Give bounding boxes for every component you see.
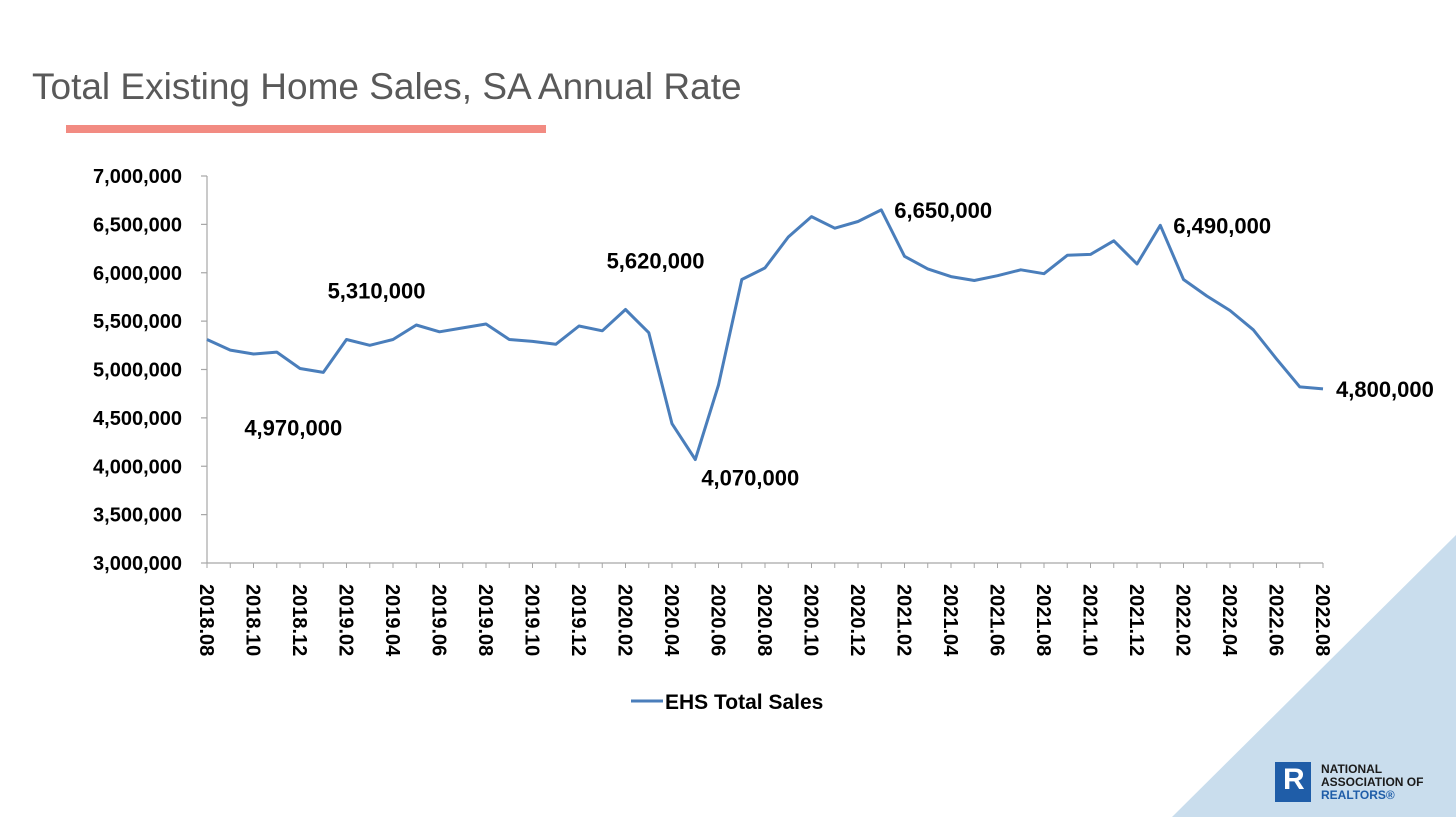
- x-tick-label: 2018.08: [195, 584, 217, 656]
- y-tick-label: 7,000,000: [93, 166, 182, 188]
- y-tick-label: 3,500,000: [93, 505, 182, 527]
- data-label: 4,070,000: [701, 465, 799, 490]
- nar-logo-letter: R: [1283, 763, 1305, 796]
- x-tick-label: 2022.08: [1311, 584, 1333, 656]
- y-tick-label: 5,500,000: [93, 311, 182, 333]
- nar-logo: R NATIONAL ASSOCIATION OF REALTORS®: [1275, 762, 1423, 802]
- y-tick-label: 4,000,000: [93, 456, 182, 478]
- data-label: 5,620,000: [607, 249, 705, 274]
- x-tick-label: 2021.08: [1032, 584, 1054, 656]
- x-tick-label: 2021.02: [893, 584, 915, 656]
- y-tick-label: 5,000,000: [93, 360, 182, 382]
- nar-logo-mark: R: [1275, 762, 1311, 802]
- x-tick-label: 2020.08: [753, 584, 775, 656]
- x-tick-label: 2019.08: [474, 584, 496, 656]
- y-tick-label: 6,000,000: [93, 263, 182, 285]
- x-tick-label: 2020.02: [614, 584, 636, 656]
- x-tick-label: 2021.12: [1125, 584, 1147, 656]
- data-label: 6,650,000: [894, 198, 992, 223]
- x-tick-label: 2019.02: [335, 584, 357, 656]
- data-labels: 4,970,000 5,310,000 5,620,000 4,070,000 6,65…: [244, 198, 1434, 491]
- x-tick-label: 2019.10: [521, 584, 543, 656]
- x-tick-label: 2020.06: [707, 584, 729, 656]
- data-label: 4,800,000: [1336, 377, 1434, 402]
- x-tick-label: 2020.10: [800, 584, 822, 656]
- y-tick-label: 6,500,000: [93, 214, 182, 236]
- x-tick-label: 2022.04: [1218, 584, 1240, 657]
- nar-logo-text: NATIONAL ASSOCIATION OF REALTORS®: [1321, 761, 1424, 802]
- x-tick-label: 2019.12: [567, 584, 589, 656]
- x-tick-label: 2019.06: [428, 584, 450, 656]
- x-tick-label: 2021.06: [986, 584, 1008, 656]
- y-tick-label: 4,500,000: [93, 408, 182, 430]
- y-tick-label: 3,000,000: [93, 553, 182, 575]
- data-label: 4,970,000: [244, 415, 342, 440]
- x-tick-label: 2018.12: [288, 584, 310, 656]
- x-tick-label: 2018.10: [242, 584, 264, 656]
- x-tick-label: 2021.10: [1079, 584, 1101, 656]
- x-tick-label: 2020.12: [846, 584, 868, 656]
- x-tick-label: 2019.04: [381, 584, 403, 657]
- data-label: 6,490,000: [1173, 213, 1271, 238]
- nar-logo-line2: ASSOCIATION OF: [1321, 774, 1424, 789]
- nar-logo-line1: NATIONAL: [1321, 761, 1383, 776]
- data-label: 5,310,000: [328, 279, 426, 304]
- slide-title: Total Existing Home Sales, SA Annual Rat…: [32, 66, 742, 107]
- chart-legend: EHS Total Sales: [631, 691, 823, 714]
- series-line: [206, 208, 1324, 461]
- chart-series: [206, 208, 1324, 461]
- x-tick-label: 2020.04: [660, 584, 682, 657]
- nar-logo-line3: REALTORS®: [1321, 787, 1395, 802]
- corner-triangle: [1172, 535, 1456, 817]
- x-tick-label: 2022.06: [1265, 584, 1287, 656]
- legend-label: EHS Total Sales: [665, 691, 823, 714]
- y-axis-ticks: 3,000,000 3,500,000 4,000,000 4,500,000 5,00…: [93, 166, 207, 575]
- title-underline: [66, 125, 546, 133]
- x-axis-ticks: 2018.08 2018.10 2018.12 2019.02 2019.04 2019.…: [195, 563, 1333, 657]
- x-tick-label: 2021.04: [939, 584, 961, 657]
- x-tick-label: 2022.02: [1172, 584, 1194, 656]
